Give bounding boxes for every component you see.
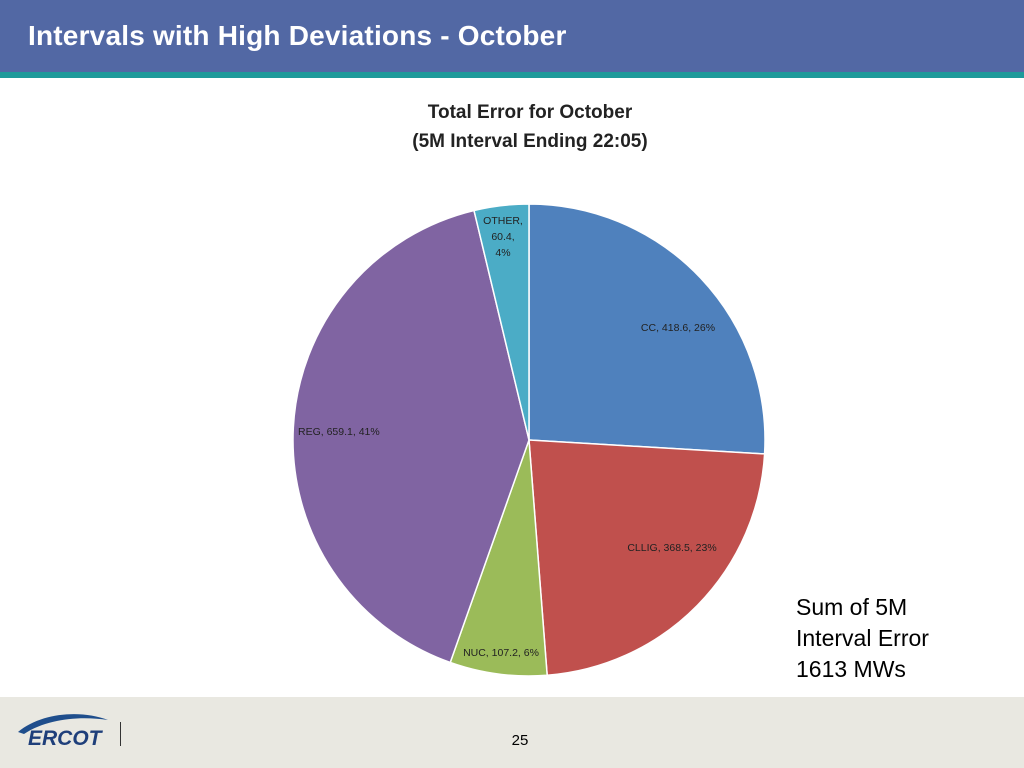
ercot-logo: ERCOT (18, 714, 108, 750)
slide-title: Intervals with High Deviations - October (28, 20, 567, 51)
logo-swoosh-icon (18, 714, 108, 734)
pie-slice-reg (292, 209, 530, 664)
data-label-cc: CC, 418.6, 26% (641, 322, 715, 334)
header-accent-line (0, 72, 1024, 78)
note-line-2: Interval Error (796, 625, 929, 651)
chart-title: Total Error for October (5M Interval End… (330, 98, 730, 156)
slide-footer (0, 697, 1024, 768)
note-line-1: Sum of 5M (796, 594, 908, 620)
pie-slice-cc (528, 203, 766, 455)
page-number: 25 (511, 732, 529, 749)
note-line-3: 1613 MWs (796, 656, 906, 682)
slide-header (0, 0, 1024, 72)
pie-slice-cllig (528, 439, 766, 677)
data-label-cllig: CLLIG, 368.5, 23% (627, 542, 716, 554)
logo-text: ERCOT (28, 727, 104, 750)
pie-chart: CC, 418.6, 26% CLLIG, 368.5, 23% NUC, 107.… (292, 203, 766, 677)
total-error-note: Sum of 5M Interval Error 1613 MWs (796, 592, 929, 685)
logo-separator (120, 722, 121, 746)
data-label-nuc: NUC, 107.2, 6% (463, 647, 539, 659)
data-label-other: OTHER, 60.4, 4% (483, 215, 523, 259)
pie-slice-other (473, 203, 530, 441)
chart-title-line-2: (5M Interval Ending 22:05) (412, 131, 648, 152)
chart-title-line-1: Total Error for October (427, 102, 633, 123)
data-label-reg: REG, 659.1, 41% (298, 426, 380, 438)
